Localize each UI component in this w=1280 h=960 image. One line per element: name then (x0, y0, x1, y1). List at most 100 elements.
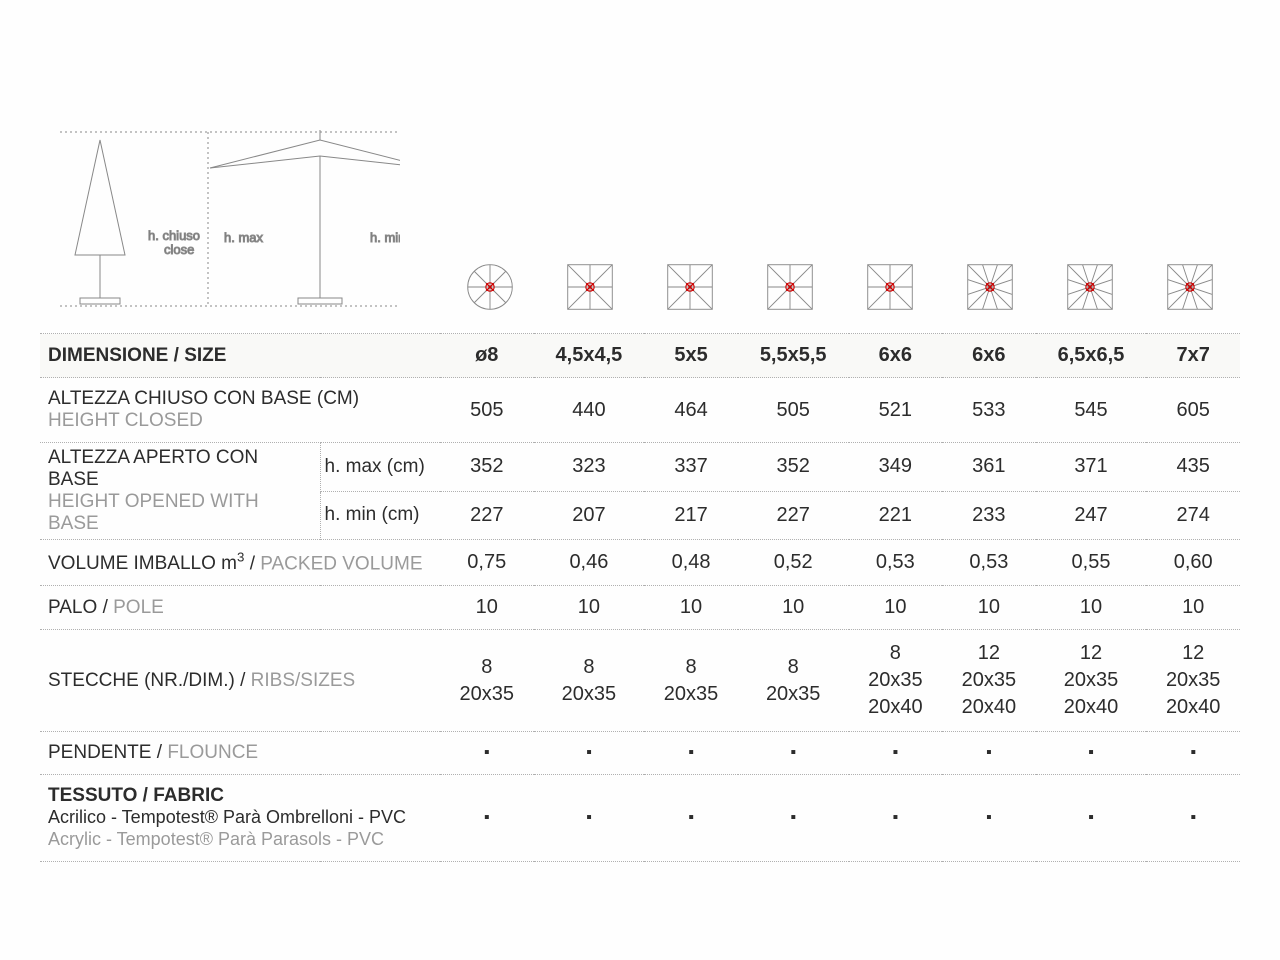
volume-en: PACKED VOLUME (260, 553, 422, 574)
ribs-it: STECCHE (NR./DIM.) (48, 670, 235, 691)
hmax-2: 337 (644, 443, 738, 492)
fab-5: ▪ (942, 775, 1036, 862)
ribs-0: 820x35 (440, 630, 534, 732)
plan-icon-6 (1062, 259, 1118, 315)
size-1: 4,5x4,5 (534, 334, 645, 378)
fab-4: ▪ (849, 775, 943, 862)
fl-6: ▪ (1036, 732, 1147, 775)
pole-1: 10 (534, 586, 645, 630)
flounce-it: PENDENTE (48, 742, 151, 763)
hmin-0: 227 (440, 491, 534, 540)
fl-4: ▪ (849, 732, 943, 775)
hc-1: 440 (534, 378, 645, 443)
row-flounce: PENDENTE / FLOUNCE ▪ ▪ ▪ ▪ ▪ ▪ ▪ ▪ (40, 732, 1240, 775)
ribs-en: RIBS/SIZES (251, 670, 356, 691)
vol-5: 0,53 (942, 540, 1036, 586)
hmin-7: 274 (1146, 491, 1240, 540)
fab-2: ▪ (644, 775, 738, 862)
hmax-5: 361 (942, 443, 1036, 492)
vol-1: 0,46 (534, 540, 645, 586)
size-7: 7x7 (1146, 334, 1240, 378)
volume-it: VOLUME IMBALLO m3 (48, 553, 244, 574)
fab-7: ▪ (1146, 775, 1240, 862)
height-closed-en: HEIGHT CLOSED (48, 410, 203, 431)
vol-3: 0,52 (738, 540, 849, 586)
pole-6: 10 (1036, 586, 1147, 630)
row-height-open-max: ALTEZZA APERTO CON BASE HEIGHT OPENED WI… (40, 443, 1240, 492)
label-h-max: h. max (224, 230, 264, 245)
fabric-it: TESSUTO (48, 785, 137, 806)
header-label-en: SIZE (184, 345, 226, 366)
pole-3: 10 (738, 586, 849, 630)
fl-2: ▪ (644, 732, 738, 775)
hmax-6: 371 (1036, 443, 1147, 492)
pole-0: 10 (440, 586, 534, 630)
header-label-it: DIMENSIONE (48, 345, 168, 366)
hmax-4: 349 (849, 443, 943, 492)
plan-icon-5 (962, 259, 1018, 315)
row-volume: VOLUME IMBALLO m3 / PACKED VOLUME 0,75 0… (40, 540, 1240, 586)
plan-icon-7 (1162, 259, 1218, 315)
label-h-chiuso: h. chiuso (148, 228, 200, 243)
label-h-min: h. min (370, 230, 400, 245)
row-ribs: STECCHE (NR./DIM.) / RIBS/SIZES 820x35 8… (40, 630, 1240, 732)
vol-7: 0,60 (1146, 540, 1240, 586)
size-0: ø8 (440, 334, 534, 378)
ribs-3: 820x35 (738, 630, 849, 732)
ribs-7: 1220x3520x40 (1146, 630, 1240, 732)
fl-3: ▪ (738, 732, 849, 775)
fab-3: ▪ (738, 775, 849, 862)
spec-table: DIMENSIONE / SIZE ø8 4,5x4,5 5x5 5,5x5,5… (40, 333, 1240, 862)
ribs-1: 820x35 (534, 630, 645, 732)
hmin-6: 247 (1036, 491, 1147, 540)
fl-0: ▪ (440, 732, 534, 775)
fab-6: ▪ (1036, 775, 1147, 862)
hmin-2: 217 (644, 491, 738, 540)
hmax-0: 352 (440, 443, 534, 492)
hc-7: 605 (1146, 378, 1240, 443)
sub-hmin: h. min (cm) (320, 491, 440, 540)
fab-1: ▪ (534, 775, 645, 862)
plan-icon-1 (562, 259, 618, 315)
flounce-en: FLOUNCE (167, 742, 258, 763)
fabric-sub-en: Acrylic - Tempotest® Parà Parasols - PVC (48, 829, 384, 849)
umbrella-side-diagram: h. chiuso close h. max h. min (40, 120, 440, 325)
ribs-4: 820x3520x40 (849, 630, 943, 732)
plan-icon-4 (862, 259, 918, 315)
vol-2: 0,48 (644, 540, 738, 586)
plan-icon-0 (462, 259, 518, 315)
hc-0: 505 (440, 378, 534, 443)
hc-6: 545 (1036, 378, 1147, 443)
hmax-1: 323 (534, 443, 645, 492)
hmin-5: 233 (942, 491, 1036, 540)
size-3: 5,5x5,5 (738, 334, 849, 378)
ribs-2: 820x35 (644, 630, 738, 732)
header-row: DIMENSIONE / SIZE ø8 4,5x4,5 5x5 5,5x5,5… (40, 334, 1240, 378)
hc-4: 521 (849, 378, 943, 443)
vol-0: 0,75 (440, 540, 534, 586)
hmin-4: 221 (849, 491, 943, 540)
hc-3: 505 (738, 378, 849, 443)
hc-2: 464 (644, 378, 738, 443)
size-4: 6x6 (849, 334, 943, 378)
hmax-7: 435 (1146, 443, 1240, 492)
fabric-en: FABRIC (153, 785, 224, 806)
ribs-5: 1220x3520x40 (942, 630, 1036, 732)
pole-en: POLE (113, 597, 164, 618)
size-6: 6,5x6,5 (1036, 334, 1147, 378)
vol-4: 0,53 (849, 540, 943, 586)
hmax-3: 352 (738, 443, 849, 492)
fl-5: ▪ (942, 732, 1036, 775)
hc-5: 533 (942, 378, 1036, 443)
label-close: close (164, 242, 194, 257)
size-5: 6x6 (942, 334, 1036, 378)
row-fabric: TESSUTO / FABRIC Acrilico - Tempotest® P… (40, 775, 1240, 862)
size-2: 5x5 (644, 334, 738, 378)
fab-0: ▪ (440, 775, 534, 862)
pole-2: 10 (644, 586, 738, 630)
pole-5: 10 (942, 586, 1036, 630)
vol-6: 0,55 (1036, 540, 1147, 586)
fabric-sub-it: Acrilico - Tempotest® Parà Ombrelloni - … (48, 807, 406, 827)
pole-4: 10 (849, 586, 943, 630)
height-open-en: HEIGHT OPENED WITH BASE (48, 491, 259, 534)
